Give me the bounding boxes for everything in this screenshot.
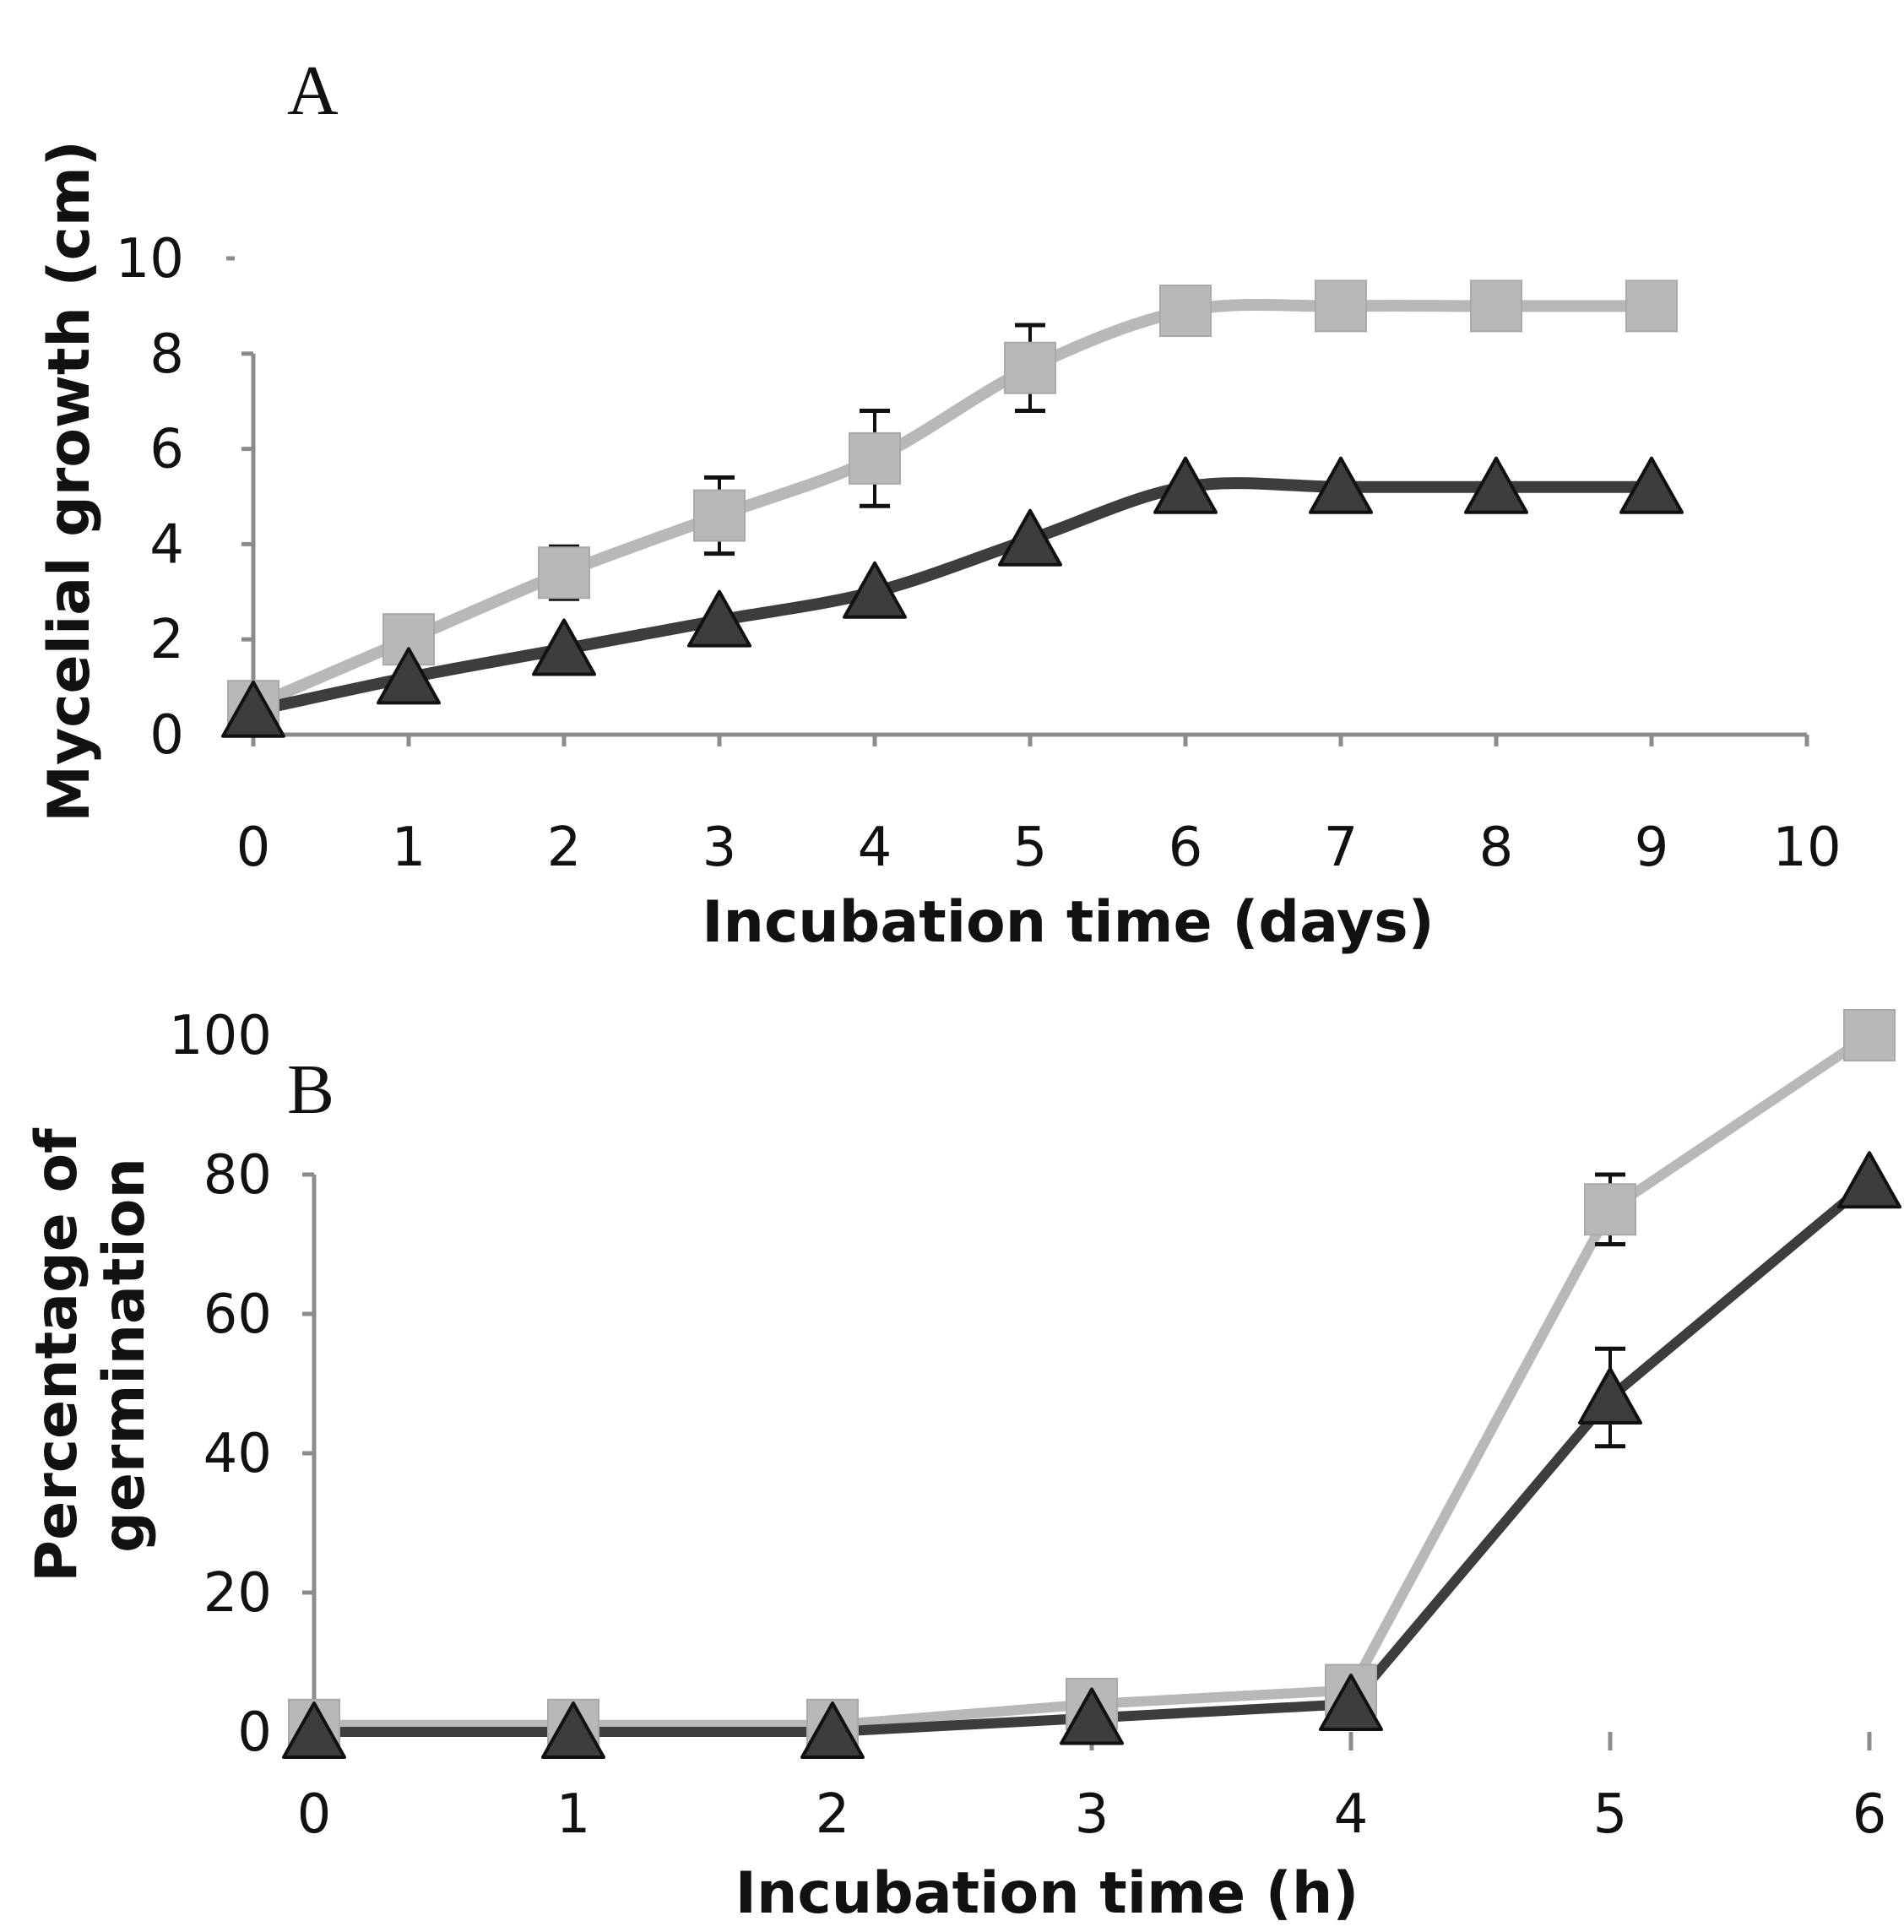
panel-a-y-tick-label: 2: [149, 609, 184, 671]
panel-b-y-axis-title: Percentage ofgermination: [24, 1127, 158, 1582]
panel-a-series-square-line: [247, 298, 1657, 713]
panel-b-triangle-marker: [1837, 1151, 1901, 1209]
panel-b-letter: B: [287, 1050, 334, 1129]
panel-a-triangle-marker: [221, 680, 285, 738]
panel-a-x-tick-label: 7: [1324, 817, 1359, 879]
panel-a-square-marker: [1315, 279, 1367, 333]
panel-b-germination-chart: B 0 20 40 60 80 100 0 1 2 3 4 5 6 Incubation time (h)…: [24, 1005, 1901, 1927]
panel-a-square-marker: [1625, 279, 1678, 333]
panel-a-x-tick-label: 6: [1169, 817, 1203, 879]
panel-a-x-axis-title: Incubation time (days): [702, 889, 1435, 956]
panel-a-x-tick-label: 2: [547, 817, 582, 879]
panel-b-series-triangle-line: [309, 1176, 1874, 1737]
panel-a-x-tick-label: 0: [236, 817, 271, 879]
panel-b-x-tick-label: 0: [297, 1783, 332, 1846]
panel-b-y-tick-label: 40: [203, 1423, 272, 1485]
panel-a-x-tick-label: 9: [1635, 817, 1669, 879]
panel-a-triangle-marker: [687, 589, 751, 648]
panel-a-triangle-marker: [1464, 456, 1528, 514]
panel-a-y-tick-label: 6: [149, 419, 184, 481]
panel-b-x-tick-label: 5: [1593, 1783, 1628, 1846]
panel-b-y-tick-label: 100: [169, 1005, 272, 1067]
panel-b-y-tick-label: 80: [203, 1144, 272, 1207]
panel-a-square-marker: [693, 489, 746, 542]
panel-b-y-axis-title-line-2: germination: [91, 1158, 158, 1553]
panel-a-square-marker: [1159, 285, 1212, 338]
panel-a-y-tick-label: 8: [149, 323, 184, 386]
panel-b-triangle-marker: [800, 1701, 865, 1759]
panel-a-y-tick-label: 10: [116, 228, 184, 290]
panel-b-triangle-marker: [1578, 1367, 1642, 1425]
panel-b-x-tick-label: 3: [1075, 1783, 1109, 1846]
panel-a-triangle-marker: [532, 618, 596, 676]
panel-b-triangle-marker: [1060, 1687, 1124, 1745]
panel-b-x-tick-label: 4: [1334, 1783, 1369, 1846]
panel-a-y-tick-label: 0: [149, 704, 184, 767]
panel-a-letter: A: [287, 52, 339, 130]
panel-a-triangle-marker: [843, 561, 907, 619]
panel-a-x-tick-label: 1: [392, 817, 426, 879]
panel-a-x-tick-label: 5: [1013, 817, 1048, 879]
panel-b-triangle-marker: [1319, 1674, 1383, 1731]
panel-a-square-marker: [538, 546, 590, 600]
panel-b-square-marker: [1584, 1183, 1636, 1236]
panel-b-y-tick-label: 20: [203, 1562, 272, 1625]
panel-a-square-marker: [1004, 341, 1056, 394]
panel-b-square-marker: [1843, 1009, 1896, 1061]
panel-a-mycelial-growth-chart: A 0 2 4 6 8 10 0 1 2 3 4 5 6 7 8 9 10 Incubation time (da…: [36, 52, 1842, 956]
panel-a-triangle-marker: [1309, 456, 1373, 514]
panel-b-triangle-marker: [282, 1701, 346, 1759]
panel-a-triangle-marker: [1153, 456, 1218, 514]
panel-a-x-tick-label: 4: [858, 817, 892, 879]
panel-a-triangle-marker: [998, 508, 1062, 567]
panel-b-x-tick-label: 1: [556, 1783, 591, 1846]
panel-a-triangle-marker: [1619, 456, 1684, 514]
panel-a-triangle-marker: [377, 647, 441, 705]
panel-a-x-tick-label: 3: [702, 817, 737, 879]
panel-b-x-tick-label: 2: [816, 1783, 850, 1846]
panel-a-y-tick-label: 4: [149, 513, 184, 576]
panel-a-square-marker: [1470, 279, 1522, 333]
panel-b-x-tick-label: 6: [1852, 1783, 1887, 1846]
panel-a-y-axis-title: Mycelial growth (cm): [36, 140, 103, 822]
panel-a-x-tick-label: 10: [1772, 817, 1841, 879]
panel-b-y-tick-label: 60: [203, 1283, 272, 1346]
panel-a-x-tick-label: 8: [1479, 817, 1514, 879]
panel-a-series-triangle-line: [247, 477, 1657, 717]
panel-b-y-axis-title-line-1: Percentage of: [24, 1127, 90, 1582]
panel-b-y-tick-label: 0: [237, 1701, 272, 1764]
panel-b-x-axis-title: Incubation time (h): [735, 1860, 1359, 1927]
panel-b-triangle-marker: [541, 1701, 605, 1759]
panel-a-square-marker: [849, 431, 901, 485]
